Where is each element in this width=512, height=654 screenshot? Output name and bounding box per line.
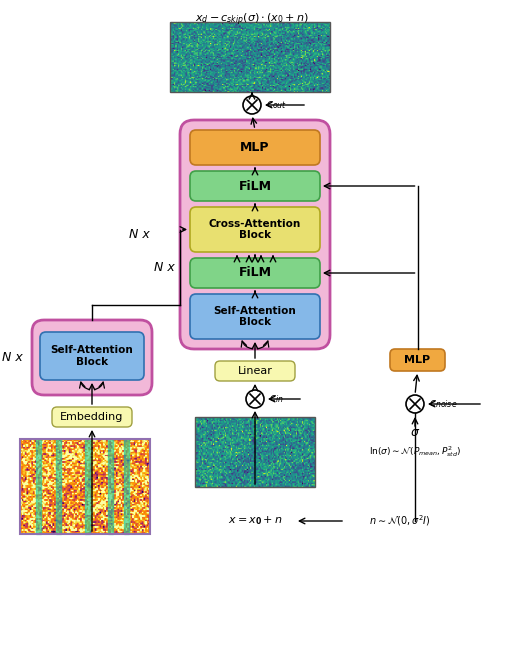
Bar [36,439,40,534]
Text: $\ln(\sigma) \sim \mathcal{N}(P_{mean}, P_{std}^2)$: $\ln(\sigma) \sim \mathcal{N}(P_{mean}, … [369,444,461,459]
FancyBboxPatch shape [32,320,152,395]
Text: FiLM: FiLM [239,179,271,192]
Text: MLP: MLP [404,355,431,365]
Bar [85,439,90,534]
Text: $\sigma$: $\sigma$ [410,426,420,439]
FancyBboxPatch shape [190,130,320,165]
Text: Embedding: Embedding [60,412,124,422]
FancyBboxPatch shape [40,332,144,380]
Text: Cross-Attention
Block: Cross-Attention Block [209,218,301,240]
Text: N x: N x [2,351,23,364]
Circle shape [246,390,264,408]
Text: $n \sim \mathcal{N}(0, \sigma^2 I)$: $n \sim \mathcal{N}(0, \sigma^2 I)$ [369,513,431,528]
FancyBboxPatch shape [190,294,320,339]
Bar [109,439,113,534]
Text: $c_{noise}$: $c_{noise}$ [429,398,457,410]
Text: Self-Attention
Block: Self-Attention Block [51,345,133,367]
Text: FiLM: FiLM [239,266,271,279]
FancyBboxPatch shape [215,361,295,381]
Bar [56,439,61,534]
Text: MLP: MLP [240,141,270,154]
FancyBboxPatch shape [390,349,445,371]
Bar [20,439,150,534]
Text: $c_{in}$: $c_{in}$ [269,393,284,405]
FancyBboxPatch shape [190,258,320,288]
Bar [124,439,129,534]
Text: N x: N x [129,228,150,241]
Text: $c_{out}$: $c_{out}$ [266,99,287,111]
FancyBboxPatch shape [180,120,330,349]
Text: $x = x_{\mathbf{0}} + n$: $x = x_{\mathbf{0}} + n$ [228,515,283,527]
FancyBboxPatch shape [190,207,320,252]
FancyBboxPatch shape [52,407,132,427]
Text: $x_{d} - c_{skip}(\sigma) \cdot (x_0 + n)$: $x_{d} - c_{skip}(\sigma) \cdot (x_0 + n… [195,12,309,28]
Text: N x: N x [154,261,175,274]
Text: Linear: Linear [238,366,272,376]
Bar [195,417,315,487]
FancyBboxPatch shape [190,171,320,201]
Bar [170,22,330,92]
Circle shape [243,96,261,114]
Circle shape [406,395,424,413]
Text: Self-Attention
Block: Self-Attention Block [214,305,296,327]
